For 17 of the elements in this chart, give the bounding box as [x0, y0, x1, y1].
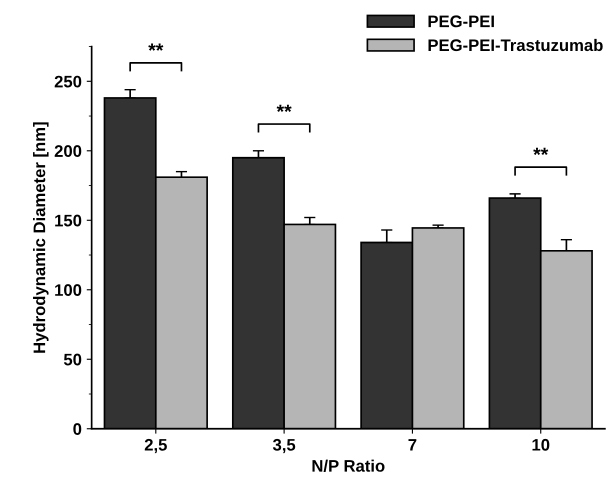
x-tick-label: 3,5 — [272, 438, 296, 454]
y-tick-label: 250 — [54, 76, 82, 88]
legend-label: PEG-PEI-Trastuzumab — [428, 38, 603, 52]
y-axis-title: Hydrodynamic Diameter [nm] — [33, 122, 49, 353]
annotation: ** — [276, 104, 292, 112]
y-tick-label: 0 — [73, 423, 82, 435]
annotation: ** — [148, 44, 164, 51]
annotation: ** — [533, 148, 548, 156]
x-axis-title: N/P Ratio — [312, 460, 385, 472]
x-tick-label: 7 — [408, 439, 416, 451]
y-tick-label: 100 — [55, 284, 82, 296]
x-tick-label: 2,5 — [144, 438, 167, 454]
y-tick-label: 50 — [64, 354, 82, 366]
y-tick-label: 150 — [55, 214, 82, 226]
y-tick-label: 200 — [54, 145, 82, 157]
x-tick-label: 10 — [532, 438, 550, 451]
legend-label: PEG-PEI — [428, 15, 494, 28]
